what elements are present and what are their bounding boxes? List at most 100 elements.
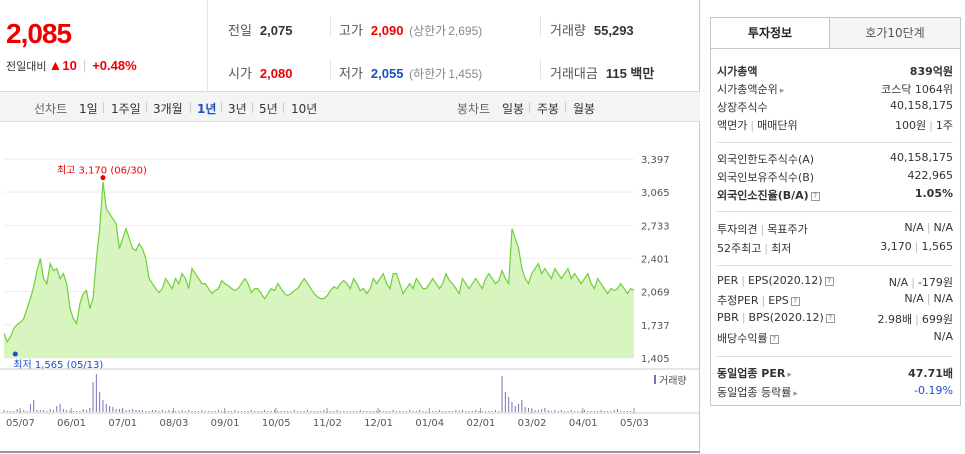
volume-legend-swatch	[654, 375, 656, 384]
stock-chart-panel: 2,085 전일대비 ▲10 | +0.48% 전일 2,075 고가 2,090 (상한…	[0, 0, 700, 454]
divider	[190, 102, 191, 113]
high-marker	[100, 175, 106, 181]
y-tick-label: 3,065	[641, 188, 670, 199]
quote-summary: 2,085 전일대비 ▲10 | +0.48% 전일 2,075 고가 2,090 (상한…	[0, 0, 700, 92]
period-1d[interactable]: 1일	[79, 102, 98, 116]
divider	[330, 16, 331, 36]
tab-invest-info[interactable]: 투자정보	[710, 17, 830, 49]
caret-icon: ▸	[779, 86, 785, 96]
candle-weekly[interactable]: 주봉	[537, 102, 560, 116]
divider	[529, 102, 530, 113]
period-1y[interactable]: 1년	[197, 102, 217, 116]
x-tick-label: 03/02	[518, 418, 547, 429]
est-per-row: 추정PER | EPS? N/A | N/A	[717, 292, 953, 307]
period-1w[interactable]: 1주일	[111, 102, 141, 116]
change-label: 전일대비	[6, 61, 47, 73]
foreign-hold-row: 외국인보유주식수(B) 422,965	[717, 169, 953, 184]
candle-chart-label: 봉차트	[457, 102, 491, 116]
x-tick-label: 09/01	[211, 418, 240, 429]
period-3m[interactable]: 3개월	[153, 102, 183, 116]
dividend-row: 배당수익률? N/A	[717, 330, 953, 345]
divider	[717, 265, 953, 266]
x-tick-label: 05/03	[620, 418, 649, 429]
current-price: 2,085	[6, 18, 72, 49]
period-5y[interactable]: 5년	[259, 102, 278, 116]
opinion-row: 투자의견 | 목표주가 N/A | N/A	[717, 221, 953, 236]
y-tick-label: 1,405	[641, 354, 670, 365]
help-icon: ?	[790, 297, 800, 306]
x-tick-label: 08/03	[160, 418, 189, 429]
price-chart-svg: 3,397 3,065 2,733 2,401 2,069 1,737 1,405 최고 3,…	[0, 155, 700, 453]
divider	[252, 102, 253, 113]
divider: |	[82, 58, 87, 73]
x-tick-label: 12/01	[364, 418, 393, 429]
low-marker	[12, 351, 18, 357]
market-cap-rank-row: 시가총액순위 ▸ 코스닥 1064위	[717, 83, 953, 96]
y-tick-label: 2,069	[641, 288, 670, 299]
y-tick-label: 2,733	[641, 221, 670, 232]
candle-daily[interactable]: 일봉	[502, 102, 525, 116]
change-value: 10	[62, 58, 77, 73]
day-high: 고가 2,090 (상한가 2,695)	[339, 23, 483, 38]
change-percent: +0.48%	[92, 58, 137, 73]
per-row: PER | EPS(2020.12)? N/A | -179원	[717, 274, 953, 289]
tab-orderbook[interactable]: 호가10단계	[829, 17, 961, 49]
divider	[330, 59, 331, 79]
high-annotation: 최고 3,170 (06/30)	[57, 165, 147, 177]
trade-amount: 거래대금 115 백만	[550, 66, 655, 81]
x-tick-label: 06/01	[57, 418, 86, 429]
period-3y[interactable]: 3년	[228, 102, 247, 116]
info-tabs: 투자정보 호가10단계	[710, 17, 961, 49]
up-arrow-icon: ▲	[48, 57, 63, 73]
x-tick-label: 10/05	[262, 418, 291, 429]
sector-change-row: 동일업종 등락률 ▸ -0.19%	[717, 384, 953, 399]
divider	[540, 16, 541, 36]
shares-row: 상장주식수 40,158,175	[717, 99, 953, 114]
price-area	[4, 181, 634, 358]
x-tick-label: 04/01	[569, 418, 598, 429]
y-tick-label: 3,397	[641, 155, 670, 166]
divider	[717, 142, 953, 143]
pbr-row: PBR | BPS(2020.12)? 2.98배 | 699원	[717, 311, 953, 326]
divider	[565, 102, 566, 113]
period-10y[interactable]: 10년	[291, 102, 318, 116]
divider	[146, 102, 147, 113]
current-price-box: 2,085 전일대비 ▲10 | +0.48%	[0, 0, 208, 92]
price-change: 전일대비 ▲10 | +0.48%	[6, 57, 137, 74]
volume-legend: 거래량	[659, 375, 687, 387]
candle-monthly[interactable]: 월봉	[573, 102, 596, 116]
price-line	[3, 181, 635, 344]
divider	[540, 59, 541, 79]
market-cap-row: 시가총액 839억원	[717, 65, 953, 78]
divider	[717, 356, 953, 357]
investment-info-panel: 투자정보 호가10단계 시가총액 839억원 시가총액순위 ▸ 코스닥 1064위…	[700, 0, 965, 454]
help-icon: ?	[825, 314, 835, 323]
day-low: 저가 2,055 (하한가 1,455)	[339, 66, 483, 81]
week52-row: 52주최고 | 최저 3,170 | 1,565	[717, 240, 953, 255]
chart-toolbar: 선차트 1일 1주일 3개월 1년 3년 5년 10년 봉차트 일봉 주봉 월봉	[0, 92, 700, 122]
help-icon: ?	[810, 192, 820, 201]
divider	[221, 102, 222, 113]
x-tick-label: 01/04	[415, 418, 444, 429]
x-tick-label: 05/07	[6, 418, 35, 429]
divider	[717, 211, 953, 212]
foreign-limit-row: 외국인한도주식수(A) 40,158,175	[717, 151, 953, 166]
open-price: 시가 2,080	[228, 66, 293, 81]
low-annotation: 최저 1,565 (05/13)	[13, 359, 103, 371]
invest-info-table: 시가총액 839억원 시가총액순위 ▸ 코스닥 1064위 상장주식수 40,15…	[710, 48, 961, 406]
y-tick-label: 2,401	[641, 255, 670, 266]
help-icon: ?	[769, 335, 779, 344]
prev-close: 전일 2,075	[228, 23, 293, 38]
line-chart-label: 선차트	[34, 102, 68, 116]
foreign-ratio-row: 외국인소진율(B/A)? 1.05%	[717, 187, 953, 202]
x-tick-label: 02/01	[467, 418, 496, 429]
divider	[103, 102, 104, 113]
sector-per-row: 동일업종 PER ▸ 47.71배	[717, 367, 953, 380]
x-tick-label: 07/01	[108, 418, 137, 429]
help-icon: ?	[824, 277, 834, 286]
volume: 거래량 55,293	[550, 23, 634, 38]
divider	[283, 102, 284, 113]
price-chart[interactable]: 3,397 3,065 2,733 2,401 2,069 1,737 1,405 최고 3,…	[0, 122, 700, 454]
x-tick-label: 11/02	[313, 418, 342, 429]
caret-icon: ▸	[787, 370, 792, 380]
